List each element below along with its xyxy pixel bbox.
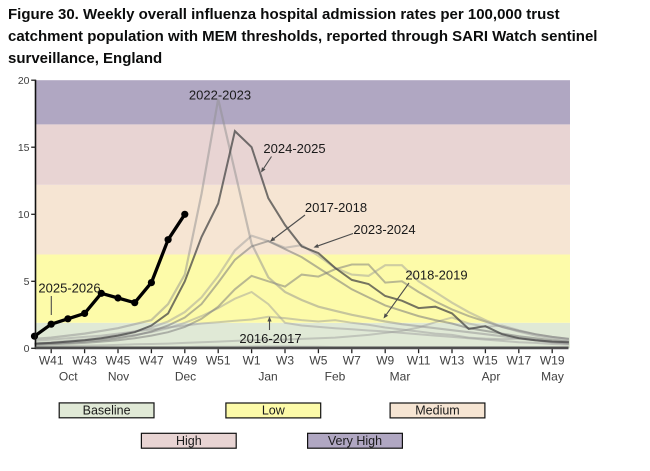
svg-text:Nov: Nov bbox=[108, 370, 129, 384]
svg-text:Mar: Mar bbox=[390, 370, 411, 384]
svg-text:Feb: Feb bbox=[325, 370, 346, 384]
svg-text:Low: Low bbox=[262, 404, 286, 418]
svg-text:5: 5 bbox=[24, 276, 30, 288]
svg-text:0: 0 bbox=[24, 343, 30, 355]
svg-text:Baseline: Baseline bbox=[83, 404, 131, 418]
svg-text:W5: W5 bbox=[309, 354, 327, 368]
svg-text:W17: W17 bbox=[506, 354, 531, 368]
svg-text:2023-2024: 2023-2024 bbox=[353, 222, 415, 237]
svg-text:2024-2025: 2024-2025 bbox=[263, 141, 325, 156]
svg-text:2016-2017: 2016-2017 bbox=[239, 331, 301, 346]
svg-text:2025-2026: 2025-2026 bbox=[38, 281, 100, 296]
svg-text:W19: W19 bbox=[540, 354, 565, 368]
svg-text:W1: W1 bbox=[243, 354, 261, 368]
svg-text:W43: W43 bbox=[72, 354, 97, 368]
svg-text:Apr: Apr bbox=[482, 370, 501, 384]
svg-text:20: 20 bbox=[18, 75, 30, 87]
svg-text:W7: W7 bbox=[343, 354, 361, 368]
svg-text:Jan: Jan bbox=[258, 370, 277, 384]
svg-text:Very High: Very High bbox=[328, 434, 382, 448]
svg-text:W3: W3 bbox=[276, 354, 294, 368]
svg-text:W11: W11 bbox=[407, 354, 431, 368]
svg-text:W15: W15 bbox=[473, 354, 498, 368]
svg-text:High: High bbox=[176, 434, 202, 448]
svg-text:W47: W47 bbox=[139, 354, 164, 368]
svg-text:10: 10 bbox=[18, 209, 30, 221]
svg-text:Medium: Medium bbox=[415, 404, 459, 418]
svg-text:May: May bbox=[541, 370, 564, 384]
svg-text:W13: W13 bbox=[440, 354, 465, 368]
svg-text:2022-2023: 2022-2023 bbox=[189, 88, 251, 103]
svg-text:W41: W41 bbox=[39, 354, 64, 368]
svg-text:Oct: Oct bbox=[59, 370, 78, 384]
svg-text:W49: W49 bbox=[172, 354, 197, 368]
svg-text:2018-2019: 2018-2019 bbox=[405, 268, 467, 283]
svg-text:15: 15 bbox=[18, 142, 30, 154]
svg-text:W51: W51 bbox=[206, 354, 231, 368]
svg-text:W9: W9 bbox=[376, 354, 394, 368]
svg-text:2017-2018: 2017-2018 bbox=[305, 200, 367, 215]
svg-text:Dec: Dec bbox=[175, 370, 196, 384]
svg-text:W45: W45 bbox=[106, 354, 131, 368]
